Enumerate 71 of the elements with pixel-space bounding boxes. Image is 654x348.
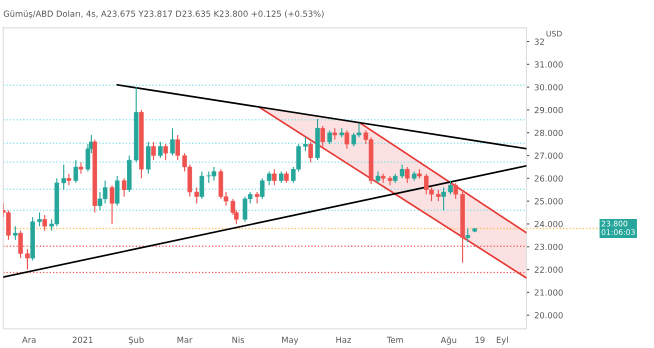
x-tick-label: Haz: [336, 336, 351, 343]
y-tick-label: 20.000: [534, 312, 563, 318]
candlestick: [339, 128, 344, 138]
candlestick: [448, 180, 453, 195]
y-tick-label: 31.000: [534, 61, 563, 68]
candlestick: [175, 134, 180, 161]
candlestick: [327, 130, 332, 145]
candlestick: [344, 130, 350, 150]
y-tick-label: 32: [534, 38, 544, 45]
y-tick-label: 23.000: [534, 244, 563, 250]
x-tick-label: Tem: [386, 336, 403, 343]
candlestick: [114, 176, 120, 206]
candlestick: [110, 184, 114, 225]
x-tick-label: 2021: [72, 336, 93, 343]
candlestick: [42, 214, 47, 232]
candlestick: [400, 164, 404, 179]
y-tick-label: 26.000: [534, 175, 563, 182]
candlestick: [380, 173, 386, 184]
candlestick: [308, 141, 313, 163]
candlestick: [453, 182, 458, 200]
x-tick-label: Eyl: [496, 336, 508, 345]
y-tick-label: 24.000: [534, 220, 563, 228]
candlestick: [200, 170, 204, 200]
candlestick: [278, 170, 284, 184]
candlestick: [254, 191, 260, 204]
candlestick: [13, 226, 18, 240]
candlestick: [266, 170, 272, 186]
x-tick-label: 19: [475, 336, 485, 343]
candlestick: [405, 166, 410, 184]
x-tick-label: Ağu: [440, 336, 456, 345]
chart-title: Gümüş/ABD Doları, 4s, A23.675 Y23.817 D23.635 K23.800 +0.125 (+0.53%): [4, 10, 324, 18]
y-tick-label: 30.000: [534, 84, 563, 90]
candlestick: [61, 164, 66, 190]
candlestick: [412, 170, 417, 182]
candlestick: [151, 141, 156, 161]
candlestick: [284, 170, 289, 184]
candlestick: [260, 178, 265, 200]
x-tick-label: May: [282, 336, 298, 345]
candlestick: [146, 141, 151, 174]
candlestick: [74, 160, 78, 184]
candlestick: [388, 176, 392, 186]
candlestick: [158, 141, 163, 158]
candlestick: [417, 168, 422, 179]
x-tick-label: Şub: [128, 336, 144, 344]
y-tick-label: 27.000: [534, 152, 563, 159]
candlestick: [37, 212, 42, 227]
candlestick: [392, 173, 398, 184]
y-tick-label: 28.000: [534, 130, 563, 136]
candlestick: [303, 136, 308, 152]
candlestick: [272, 168, 277, 186]
candlestick: [436, 189, 441, 202]
y-tick-label: 29.000: [534, 106, 563, 114]
candlestick: [25, 248, 30, 270]
candlestick: [441, 186, 446, 211]
y-tick-label: 25.000: [534, 198, 563, 204]
candlestick: [376, 170, 380, 184]
candlestick: [122, 178, 126, 198]
x-tick-label: Nis: [232, 336, 244, 343]
candlestick: [465, 228, 470, 243]
candlestick: [78, 162, 84, 174]
candlestick: [66, 173, 72, 186]
y-tick-label: 21.000: [534, 289, 563, 296]
x-tick-label: Ara: [22, 336, 36, 343]
y-tick-label: 22.000: [534, 266, 563, 273]
candlestick: [170, 128, 175, 156]
x-tick-label: Mar: [178, 336, 192, 343]
candlestick: [320, 125, 325, 147]
candlestick: [194, 186, 199, 204]
candlestick: [332, 128, 338, 140]
candlestick: [6, 210, 11, 240]
candlestick: [163, 144, 168, 161]
